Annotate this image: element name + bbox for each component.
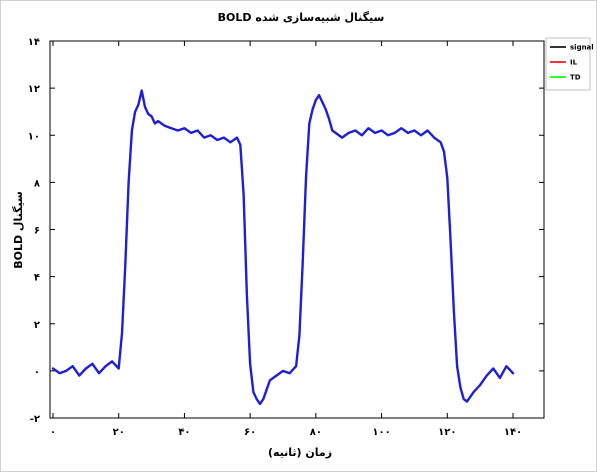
x-axis-label: زمان (ثانیه) (268, 446, 332, 459)
x-tick-label: ۶۰ (244, 427, 256, 438)
y-tick-label: ۰ (34, 367, 40, 378)
y-tick-label: ۴ (34, 273, 40, 284)
x-tick-label: ۱۴۰ (504, 427, 522, 438)
series-line (51, 89, 515, 406)
y-axis-label: سیگنال BOLD (12, 191, 25, 269)
y-tick-label: ۱۰ (28, 131, 40, 142)
x-tick-label: ۱۲۰ (438, 427, 456, 438)
y-tick-label: ۶ (34, 226, 40, 237)
y-tick-label: -۲ (30, 414, 40, 425)
x-tick-label: ۴۰ (178, 427, 190, 438)
y-tick-label: ۱۲ (28, 84, 40, 95)
legend-label: IL (570, 59, 578, 67)
x-tick-label: ۱۰۰ (372, 427, 390, 438)
y-axis-ticks: -۲ ۰ ۲ ۴ ۶ ۸ ۱۰ ۱۲ ۱۴ (28, 37, 544, 425)
x-tick-label: ۸۰ (310, 427, 322, 438)
series-group (51, 89, 515, 406)
y-tick-label: ۸ (34, 178, 40, 189)
x-axis-ticks: ۰ ۲۰ ۴۰ ۶۰ ۸۰ ۱۰۰ ۱۲۰ ۱۴۰ (50, 41, 522, 438)
x-tick-label: ۰ (50, 427, 56, 438)
y-tick-label: ۱۴ (28, 37, 40, 48)
legend-label: TD (570, 74, 581, 82)
chart-title: سیگنال شبیه‌سازی شده BOLD (218, 11, 385, 24)
x-tick-label: ۲۰ (113, 427, 125, 438)
legend-label: signal (570, 44, 594, 52)
legend: signal IL TD (545, 37, 594, 91)
y-tick-label: ۲ (34, 320, 40, 331)
